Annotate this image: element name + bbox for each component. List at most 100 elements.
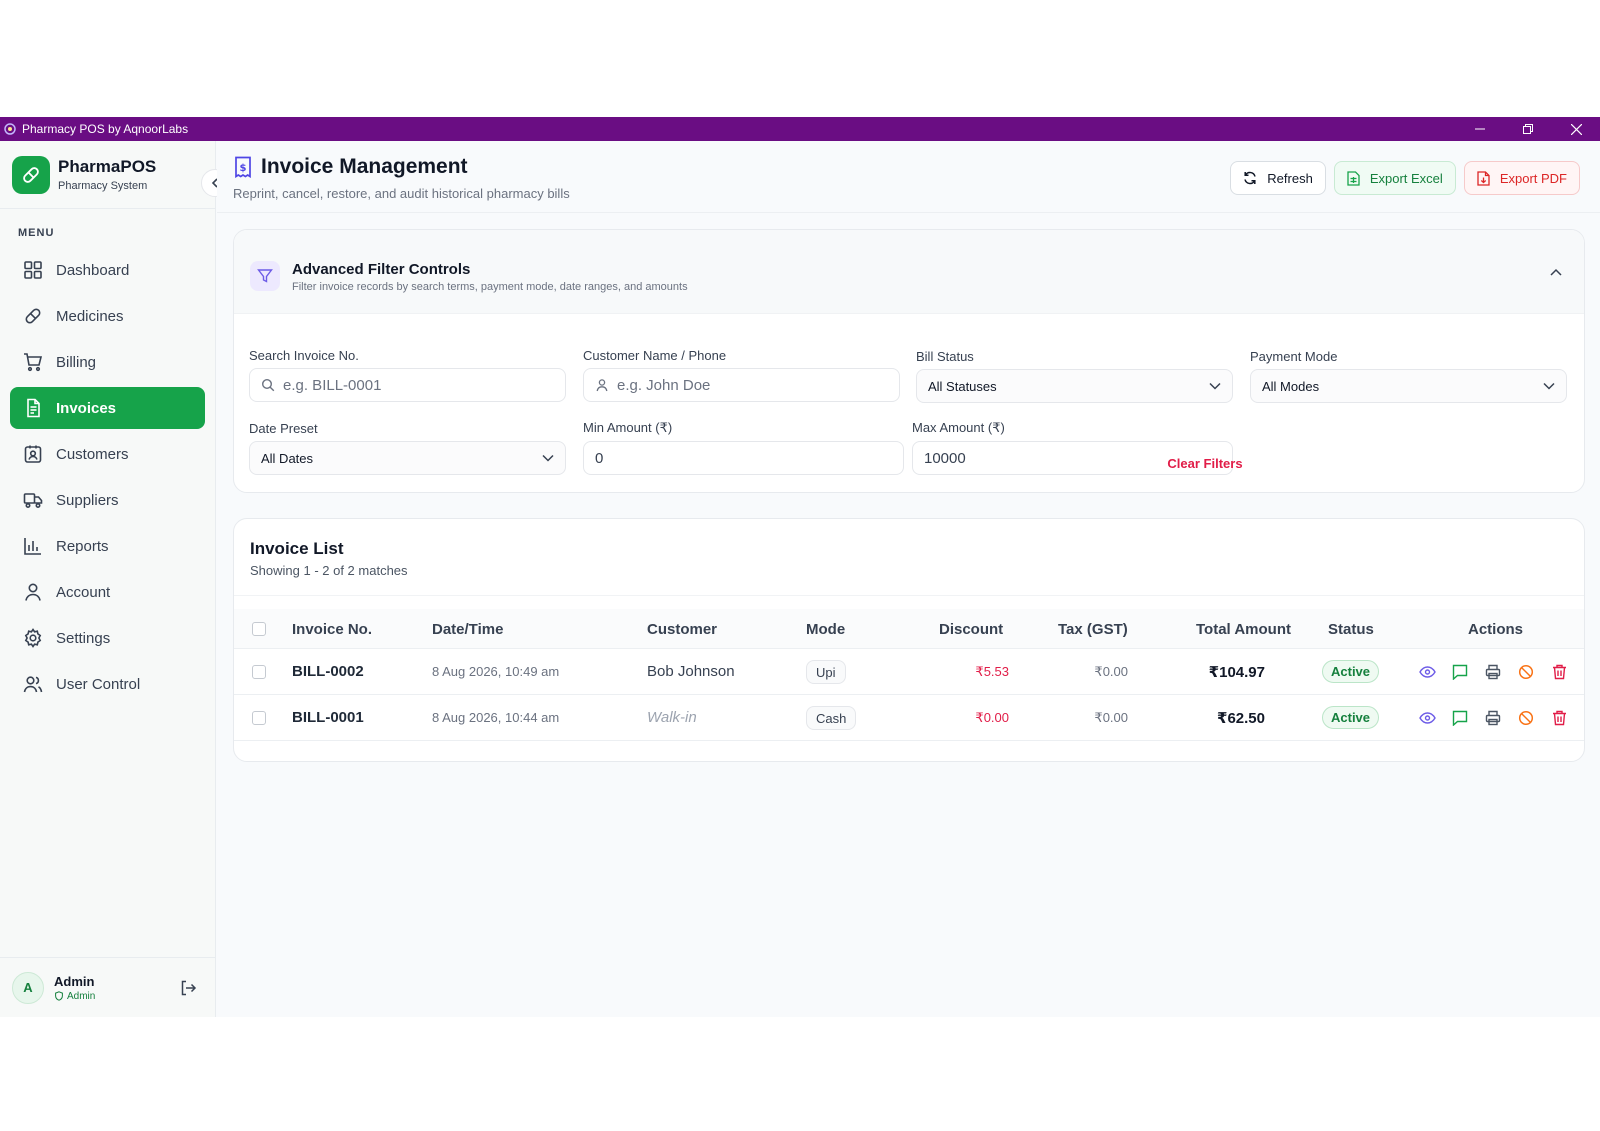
- search-invoice-field: Search Invoice No. e.g. BILL-0001: [249, 348, 566, 402]
- column-header-total[interactable]: Total Amount: [1196, 621, 1291, 638]
- filter-panel-header[interactable]: Advanced Filter Controls Filter invoice …: [234, 230, 1584, 314]
- restore-button[interactable]: [1504, 117, 1552, 141]
- min-amount-field: Min Amount (₹) 0: [583, 420, 904, 475]
- payment-mode-label: Payment Mode: [1250, 349, 1338, 364]
- invoice-number[interactable]: BILL-0001: [292, 709, 364, 726]
- date-preset-select[interactable]: All Dates: [249, 441, 566, 475]
- payment-mode-badge: Upi: [806, 660, 846, 684]
- date-preset-field: Date Preset All Dates: [249, 421, 566, 475]
- table-row[interactable]: BILL-0002 8 Aug 2026, 10:49 am Bob Johns…: [234, 649, 1584, 695]
- table-header: Invoice No. Date/Time Customer Mode Disc…: [234, 609, 1584, 649]
- chevron-down-icon: [1543, 382, 1555, 390]
- view-button[interactable]: [1417, 662, 1437, 682]
- sidebar-item-label: Customers: [56, 445, 129, 463]
- sidebar-item-customers[interactable]: Customers: [10, 433, 205, 475]
- delete-button[interactable]: [1549, 708, 1569, 728]
- invoice-list-panel: Invoice List Showing 1 - 2 of 2 matches …: [233, 518, 1585, 762]
- column-header-discount[interactable]: Discount: [939, 621, 1004, 638]
- view-button[interactable]: [1417, 708, 1437, 728]
- clear-filters-button[interactable]: Clear Filters: [1167, 456, 1243, 471]
- max-amount-input[interactable]: 10000: [912, 441, 1233, 475]
- print-button[interactable]: [1483, 708, 1503, 728]
- logout-icon: [181, 980, 197, 996]
- column-header-status[interactable]: Status: [1328, 621, 1374, 638]
- invoice-customer: Walk-in: [647, 709, 697, 726]
- invoice-list-count: Showing 1 - 2 of 2 matches: [250, 563, 408, 578]
- invoice-total: ₹62.50: [1217, 710, 1265, 727]
- brand: PharmaPOS Pharmacy System: [0, 141, 229, 209]
- avatar[interactable]: A: [12, 971, 44, 1004]
- cancel-invoice-button[interactable]: [1516, 662, 1536, 682]
- max-amount-field: Max Amount (₹) 10000: [912, 420, 1233, 475]
- sidebar-item-medicines[interactable]: Medicines: [10, 295, 205, 337]
- document-icon: [27, 398, 40, 418]
- select-all-checkbox[interactable]: [252, 622, 266, 636]
- ban-icon: [1518, 710, 1534, 726]
- sidebar-item-invoices[interactable]: Invoices: [10, 387, 205, 429]
- sidebar-item-dashboard[interactable]: Dashboard: [10, 249, 205, 291]
- date-preset-value: All Dates: [261, 450, 314, 466]
- app-logo-icon: [4, 123, 16, 135]
- page-title: Invoice Management: [261, 155, 468, 178]
- search-invoice-placeholder: e.g. BILL-0001: [283, 376, 382, 394]
- invoice-icon: $: [235, 156, 251, 178]
- sidebar-item-billing[interactable]: Billing: [10, 341, 205, 383]
- sidebar-item-reports[interactable]: Reports: [10, 525, 205, 567]
- shield-icon: [55, 991, 63, 1001]
- refresh-button[interactable]: Refresh: [1230, 161, 1326, 195]
- close-button[interactable]: [1552, 117, 1600, 141]
- eye-icon: [1418, 712, 1436, 724]
- user-role-label: Admin: [67, 990, 96, 1002]
- row-checkbox[interactable]: [252, 665, 266, 679]
- column-header-actions: Actions: [1468, 621, 1524, 638]
- delete-button[interactable]: [1549, 662, 1569, 682]
- invoice-number[interactable]: BILL-0002: [292, 663, 364, 680]
- search-invoice-input[interactable]: e.g. BILL-0001: [249, 368, 566, 402]
- sidebar-item-settings[interactable]: Settings: [10, 617, 205, 659]
- pill-icon: [25, 308, 41, 324]
- gear-icon: [24, 628, 42, 648]
- sidebar-item-account[interactable]: Account: [10, 571, 205, 613]
- status-badge: Active: [1322, 660, 1380, 683]
- payment-mode-value: All Modes: [1262, 378, 1320, 394]
- pdf-file-icon: [1477, 170, 1490, 186]
- min-amount-input[interactable]: 0: [583, 441, 904, 475]
- sidebar-item-user-control[interactable]: User Control: [10, 663, 205, 705]
- customer-input[interactable]: e.g. John Doe: [583, 368, 900, 402]
- svg-text:$: $: [240, 163, 247, 174]
- close-icon: [1570, 123, 1582, 135]
- row-checkbox[interactable]: [252, 711, 266, 725]
- minimize-icon: [1475, 128, 1485, 130]
- max-amount-value: 10000: [924, 449, 966, 467]
- invoice-datetime: 8 Aug 2026, 10:44 am: [432, 710, 560, 725]
- export-excel-button[interactable]: Export Excel: [1333, 161, 1456, 195]
- logout-button[interactable]: [179, 979, 197, 997]
- column-header-mode[interactable]: Mode: [806, 621, 846, 638]
- refresh-icon: [1244, 171, 1257, 185]
- column-header-invoice-no[interactable]: Invoice No.: [292, 621, 373, 638]
- column-header-datetime[interactable]: Date/Time: [432, 621, 504, 638]
- sidebar-item-suppliers[interactable]: Suppliers: [10, 479, 205, 521]
- column-header-customer[interactable]: Customer: [647, 621, 718, 638]
- bill-status-label: Bill Status: [916, 349, 974, 364]
- bill-status-select[interactable]: All Statuses: [916, 369, 1233, 403]
- message-button[interactable]: [1450, 662, 1470, 682]
- filter-icon: [250, 261, 280, 291]
- cart-icon: [24, 353, 43, 372]
- message-icon: [1452, 664, 1468, 680]
- message-icon: [1452, 710, 1468, 726]
- sidebar-item-label: Settings: [56, 629, 111, 647]
- export-pdf-button[interactable]: Export PDF: [1463, 161, 1580, 195]
- minimize-button[interactable]: [1456, 117, 1504, 141]
- cancel-invoice-button[interactable]: [1516, 708, 1536, 728]
- message-button[interactable]: [1450, 708, 1470, 728]
- print-button[interactable]: [1483, 662, 1503, 682]
- table-row[interactable]: BILL-0001 8 Aug 2026, 10:44 am Walk-in C…: [234, 695, 1584, 741]
- chevron-up-icon[interactable]: [1550, 268, 1562, 276]
- payment-mode-select[interactable]: All Modes: [1250, 369, 1567, 403]
- trash-icon: [1552, 710, 1566, 726]
- column-header-tax[interactable]: Tax (GST): [1058, 621, 1128, 638]
- invoice-customer: Bob Johnson: [647, 663, 735, 680]
- pill-logo-icon: [12, 155, 50, 194]
- sidebar: PharmaPOS Pharmacy System MENU Dashboard…: [0, 141, 229, 1017]
